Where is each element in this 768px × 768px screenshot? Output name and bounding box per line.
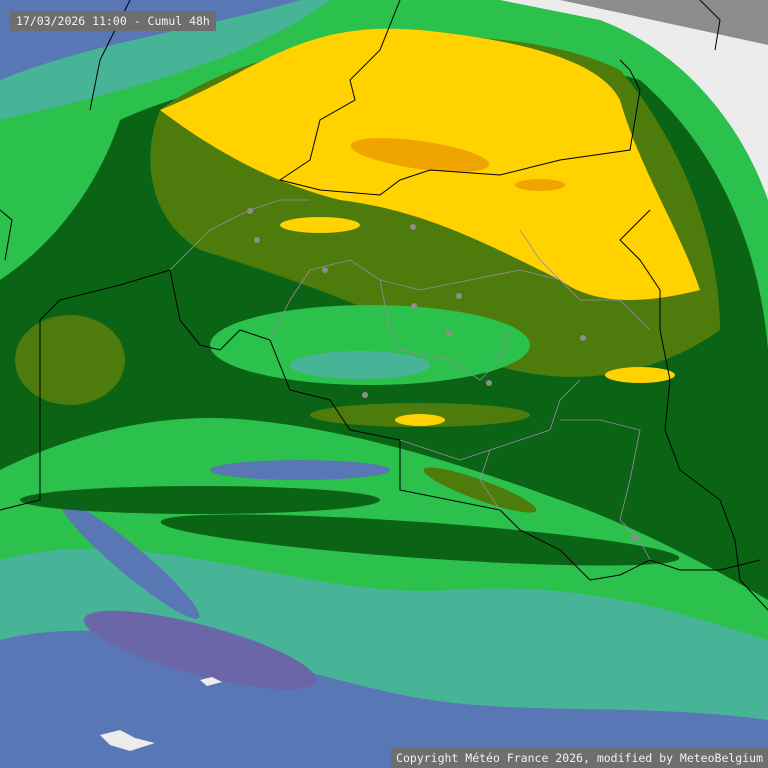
national-borders [0, 0, 768, 611]
city-markers [247, 208, 638, 541]
timestamp-label: 17/03/2026 11:00 - Cumul 48h [10, 11, 216, 31]
outside-domain-area [560, 0, 768, 45]
copyright-label: Copyright Météo France 2026, modified by… [391, 748, 768, 768]
no-data-area [500, 0, 768, 200]
max-precip-core [350, 138, 490, 172]
